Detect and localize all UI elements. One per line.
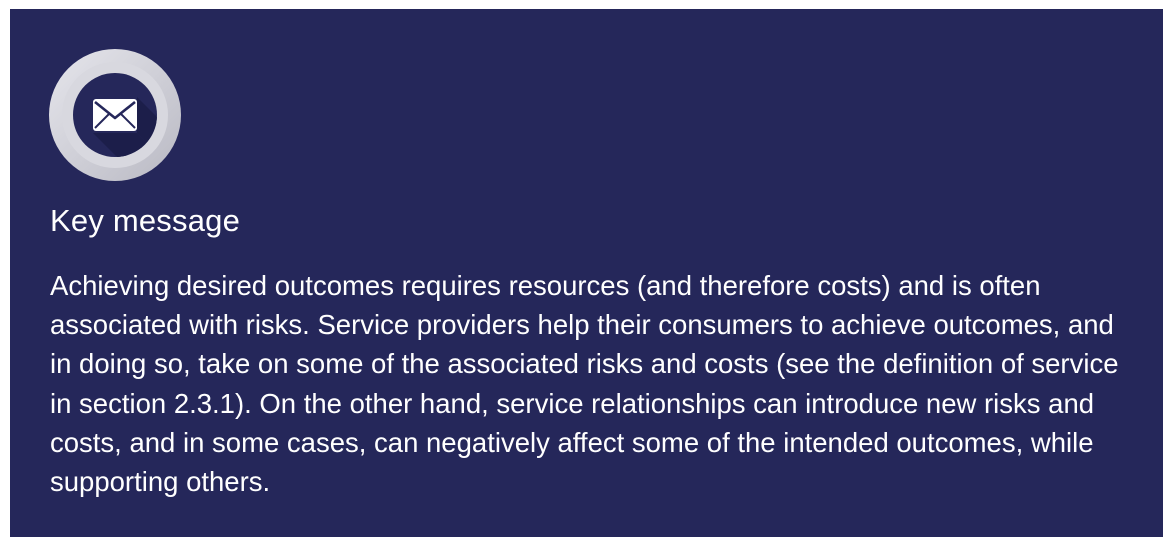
key-message-heading: Key message <box>50 203 241 238</box>
envelope-icon <box>49 49 181 181</box>
key-message-panel: Key message Achieving desired outcomes r… <box>10 9 1163 537</box>
key-message-body: Achieving desired outcomes requires reso… <box>50 270 1119 498</box>
